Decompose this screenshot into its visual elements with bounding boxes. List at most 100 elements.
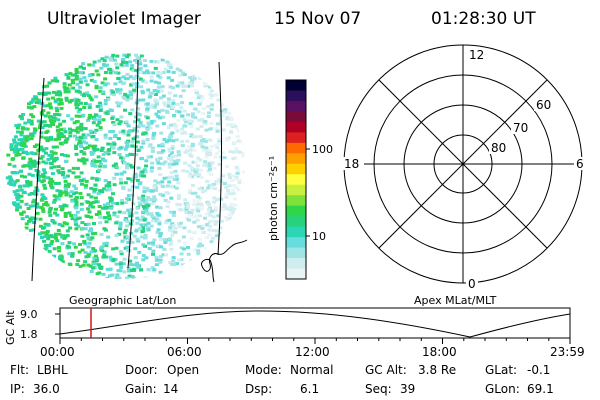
uv-pixel xyxy=(38,217,43,221)
uv-pixel xyxy=(12,138,17,142)
uv-pixel xyxy=(115,172,120,176)
uv-pixel xyxy=(217,139,222,143)
uv-pixel xyxy=(236,168,241,172)
uv-pixel xyxy=(229,116,234,120)
uv-pixel xyxy=(81,113,86,117)
uv-pixel xyxy=(231,188,236,192)
uv-pixel xyxy=(188,172,193,176)
uv-pixel xyxy=(92,130,97,134)
uv-pixel xyxy=(15,171,20,175)
uv-pixel xyxy=(133,120,138,124)
uv-pixel xyxy=(145,211,150,215)
uv-pixel xyxy=(168,210,173,214)
uv-pixel xyxy=(50,240,55,243)
uv-pixel xyxy=(65,154,70,158)
uv-pixel xyxy=(201,190,205,194)
status-label: GC Alt: xyxy=(365,363,407,377)
uv-pixel xyxy=(215,197,219,201)
uv-pixel xyxy=(148,105,153,109)
uv-pixel xyxy=(130,269,135,272)
uv-pixel xyxy=(181,71,185,75)
uv-pixel xyxy=(38,174,43,178)
uv-pixel xyxy=(80,234,85,238)
uv-pixel xyxy=(180,127,184,131)
uv-pixel xyxy=(8,177,13,181)
uv-pixel xyxy=(161,94,166,98)
uv-pixel xyxy=(21,210,26,214)
uv-pixel xyxy=(84,179,89,183)
uv-pixel xyxy=(53,138,58,142)
uv-pixel xyxy=(138,218,143,222)
uv-pixel xyxy=(115,273,120,277)
uv-pixel xyxy=(243,181,245,184)
uv-pixel xyxy=(87,241,92,245)
uv-pixel xyxy=(211,228,216,232)
uv-pixel xyxy=(64,86,69,90)
uv-pixel xyxy=(98,126,103,130)
uv-pixel xyxy=(92,222,96,225)
uv-pixel xyxy=(29,160,34,164)
uv-pixel xyxy=(104,220,109,224)
uv-pixel xyxy=(139,268,143,272)
uv-pixel xyxy=(135,261,139,265)
uv-pixel xyxy=(123,147,128,151)
uv-pixel xyxy=(66,182,71,186)
uv-pixel xyxy=(192,220,197,224)
uv-pixel xyxy=(189,259,194,262)
uv-pixel xyxy=(213,222,218,226)
uv-pixel xyxy=(196,249,201,253)
uv-pixel xyxy=(58,192,63,196)
uv-pixel xyxy=(60,224,65,228)
uv-pixel xyxy=(216,141,221,145)
uv-pixel xyxy=(37,92,42,96)
uv-pixel xyxy=(46,223,51,226)
uv-pixel xyxy=(66,90,71,94)
uv-pixel xyxy=(63,140,68,144)
uv-pixel xyxy=(183,84,188,88)
uv-pixel xyxy=(207,220,212,224)
uv-pixel xyxy=(75,127,80,131)
uv-pixel xyxy=(208,224,213,228)
uv-pixel xyxy=(213,205,218,209)
uv-pixel xyxy=(163,103,168,107)
uv-pixel xyxy=(124,63,129,67)
uv-pixel xyxy=(40,126,45,130)
uv-pixel xyxy=(130,179,135,183)
uv-pixel xyxy=(100,81,105,85)
uv-pixel xyxy=(144,206,149,210)
uv-pixel xyxy=(57,113,62,117)
uv-pixel xyxy=(183,124,188,128)
uv-pixel xyxy=(28,157,33,161)
uv-pixel xyxy=(50,172,55,176)
uv-pixel xyxy=(45,136,50,140)
uv-pixel xyxy=(60,141,65,145)
uv-pixel xyxy=(234,165,239,169)
uv-pixel xyxy=(180,114,185,118)
uv-pixel xyxy=(170,262,174,266)
uv-pixel xyxy=(18,115,23,118)
uv-pixel xyxy=(186,113,191,117)
uv-pixel xyxy=(111,247,116,251)
uv-pixel xyxy=(160,58,165,62)
uv-pixel xyxy=(95,123,100,127)
uv-pixel xyxy=(58,205,63,208)
uv-pixel xyxy=(87,105,92,109)
uv-pixel xyxy=(204,128,209,132)
uv-pixel xyxy=(73,245,78,249)
uv-pixel xyxy=(121,262,126,266)
uv-pixel xyxy=(91,266,95,270)
uv-pixel xyxy=(94,178,99,182)
uv-pixel xyxy=(172,178,177,182)
colorbar-swatch xyxy=(286,142,306,154)
uv-pixel xyxy=(76,259,81,263)
uv-pixel xyxy=(46,97,51,101)
uv-pixel xyxy=(91,121,96,125)
uv-pixel xyxy=(171,259,176,263)
x-tick: 12:00 xyxy=(295,345,330,359)
uv-pixel xyxy=(81,263,86,267)
uv-pixel xyxy=(190,78,195,82)
uv-pixel xyxy=(188,82,192,85)
uv-pixel xyxy=(109,92,114,96)
uv-pixel xyxy=(40,193,45,197)
uv-pixel xyxy=(88,113,93,117)
